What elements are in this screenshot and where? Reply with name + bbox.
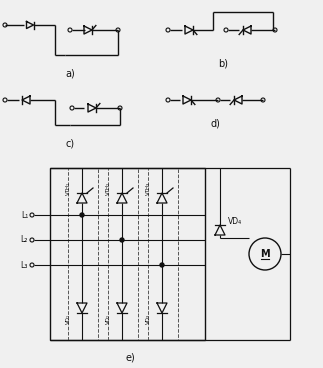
Text: d): d) <box>210 118 220 128</box>
Text: VTH₁: VTH₁ <box>66 181 70 195</box>
Text: VD₁: VD₁ <box>66 314 70 324</box>
Text: VTH₂: VTH₂ <box>106 181 110 195</box>
Bar <box>148 168 178 340</box>
Bar <box>68 168 98 340</box>
Circle shape <box>160 263 164 267</box>
Text: L₂: L₂ <box>21 236 28 244</box>
Text: e): e) <box>125 352 135 362</box>
Bar <box>50 168 205 340</box>
Text: M: M <box>260 249 270 259</box>
Bar <box>108 168 138 340</box>
Text: VD₃: VD₃ <box>145 314 151 324</box>
Text: L₁: L₁ <box>21 210 28 219</box>
Circle shape <box>80 213 84 217</box>
Text: VD₂: VD₂ <box>106 314 110 324</box>
Text: b): b) <box>218 58 228 68</box>
Text: c): c) <box>66 138 75 148</box>
Text: L₃: L₃ <box>21 261 28 269</box>
Text: VD₄: VD₄ <box>228 217 242 226</box>
Text: a): a) <box>65 68 75 78</box>
Circle shape <box>120 238 124 242</box>
Text: VTH₃: VTH₃ <box>145 181 151 195</box>
